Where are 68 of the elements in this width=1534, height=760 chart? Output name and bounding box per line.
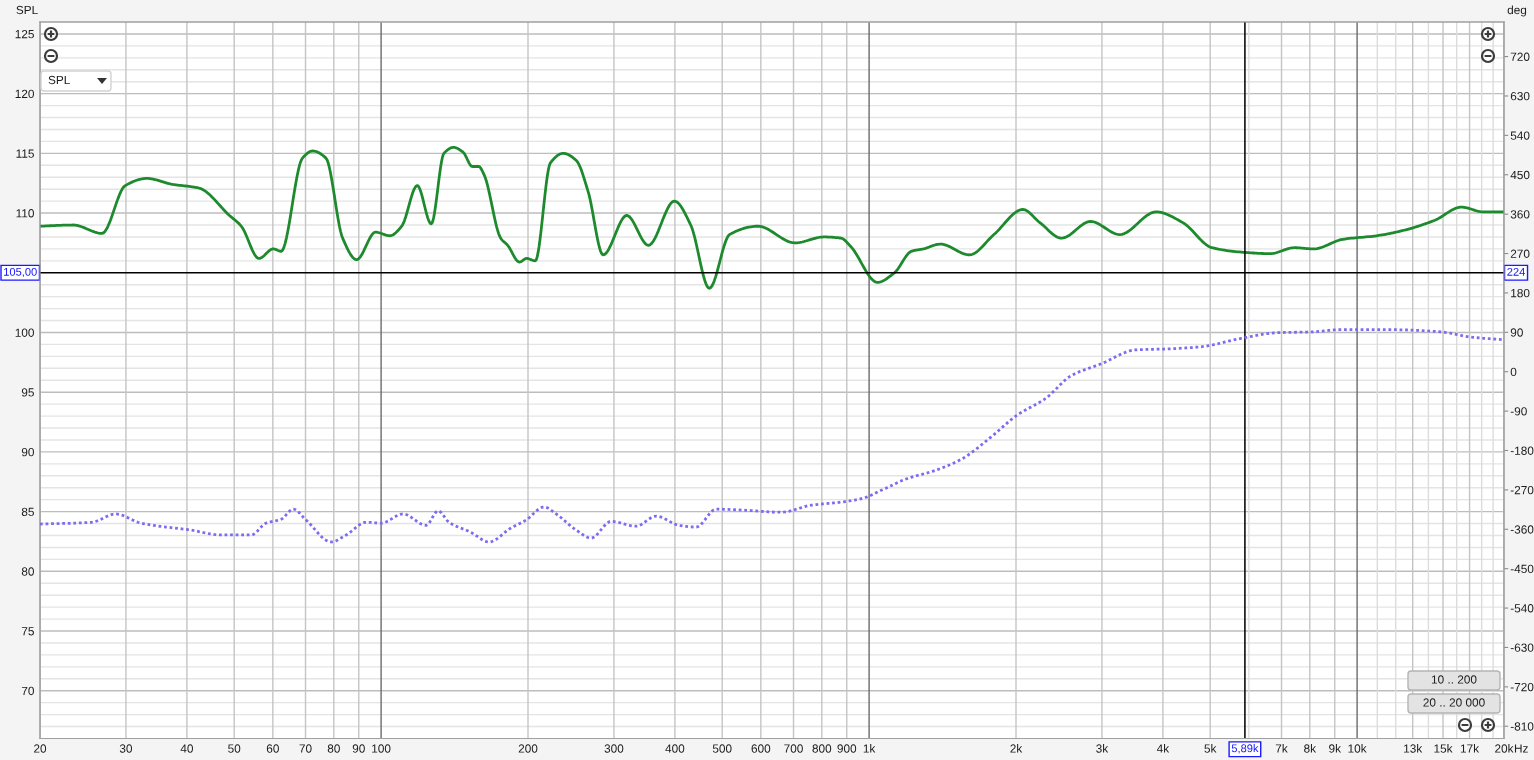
- y2-tick-label: -270: [1510, 485, 1534, 495]
- y2-tick-label: -360: [1510, 525, 1534, 534]
- y-tick-label: 70: [21, 686, 34, 696]
- y2-tick-label: 450: [1510, 170, 1530, 180]
- x-tick-label: 20k: [1495, 744, 1514, 753]
- y-tick-label: 100: [15, 328, 34, 337]
- y-tick-label: 90: [21, 447, 34, 457]
- x-tick-label: 2k: [1010, 744, 1023, 753]
- y2-tick-label: -810: [1510, 722, 1534, 731]
- y2-tick-label: 180: [1511, 288, 1530, 298]
- y-tick-label: 85: [21, 507, 34, 516]
- y-tick-label: 115: [16, 149, 34, 158]
- y2-tick-label: 0: [1510, 367, 1517, 377]
- ref-line-label: 105,00: [4, 267, 37, 278]
- x-tick-label: 70: [299, 744, 312, 753]
- x-tick-label: 8k: [1304, 744, 1317, 753]
- x-tick-label: 60: [266, 744, 279, 753]
- x-tick-label: 5k: [1204, 744, 1217, 753]
- y2-tick-label: 90: [1510, 328, 1523, 337]
- annotation: 10 .. 200: [1431, 675, 1477, 684]
- y-tick-label: 125: [15, 29, 34, 39]
- y2-axis-title: deg: [1507, 5, 1527, 17]
- y2-tick-label: -630: [1510, 643, 1534, 652]
- y2-tick-label: 630: [1510, 92, 1530, 101]
- y2-tick-label: -540: [1510, 604, 1534, 613]
- x-tick-label: 600: [751, 744, 771, 753]
- y2-tick-label: 720: [1510, 52, 1530, 61]
- annotation: SPL: [48, 75, 70, 85]
- x-tick-label: 300: [604, 744, 624, 753]
- x-tick-label: 900: [837, 744, 857, 753]
- x-tick-label: 80: [327, 744, 340, 753]
- ref-line-label: 5,89k: [1231, 744, 1259, 754]
- x-tick-label: 13k: [1404, 744, 1423, 753]
- y-tick-label: 80: [21, 567, 34, 576]
- y-tick-label: 75: [21, 627, 34, 636]
- x-tick-label: 7k: [1275, 744, 1288, 753]
- x-tick-label: 40: [180, 744, 194, 753]
- y2-tick-label: 360: [1510, 210, 1530, 219]
- x-tick-label: 4k: [1156, 744, 1170, 753]
- y2-tick-label: -450: [1510, 564, 1534, 574]
- x-tick-label: 15k: [1434, 744, 1453, 753]
- x-tick-label: 700: [784, 744, 803, 753]
- x-tick-label: 30: [119, 744, 133, 753]
- x-axis-title: Hz: [1514, 744, 1528, 753]
- annotation: 20 .. 20 000: [1423, 698, 1485, 707]
- x-tick-label: 50: [228, 744, 241, 753]
- x-tick-label: 400: [665, 744, 685, 753]
- x-tick-label: 10k: [1348, 744, 1367, 753]
- x-tick-label: 500: [712, 744, 732, 753]
- y-tick-label: 95: [21, 388, 34, 397]
- y2-tick-label: -90: [1510, 407, 1527, 416]
- x-tick-label: 17k: [1460, 744, 1480, 753]
- x-tick-label: 200: [518, 744, 538, 753]
- x-tick-label: 90: [352, 744, 365, 753]
- y-tick-label: 110: [16, 209, 34, 218]
- y2-tick-label: -720: [1510, 682, 1534, 692]
- x-tick-label: 100: [372, 744, 391, 753]
- x-tick-label: 1k: [863, 744, 876, 753]
- y2-tick-label: 270: [1510, 249, 1530, 258]
- text: 224: [1507, 267, 1525, 276]
- y2-tick-label: 540: [1510, 131, 1530, 140]
- y-tick-label: 120: [15, 89, 34, 99]
- y-axis-title: SPL: [16, 5, 38, 15]
- x-tick-label: 3k: [1096, 744, 1109, 753]
- x-tick-label: 20: [34, 744, 47, 753]
- x-tick-label: 9k: [1329, 744, 1342, 753]
- y2-tick-label: -180: [1510, 446, 1534, 455]
- x-tick-label: 800: [812, 744, 832, 753]
